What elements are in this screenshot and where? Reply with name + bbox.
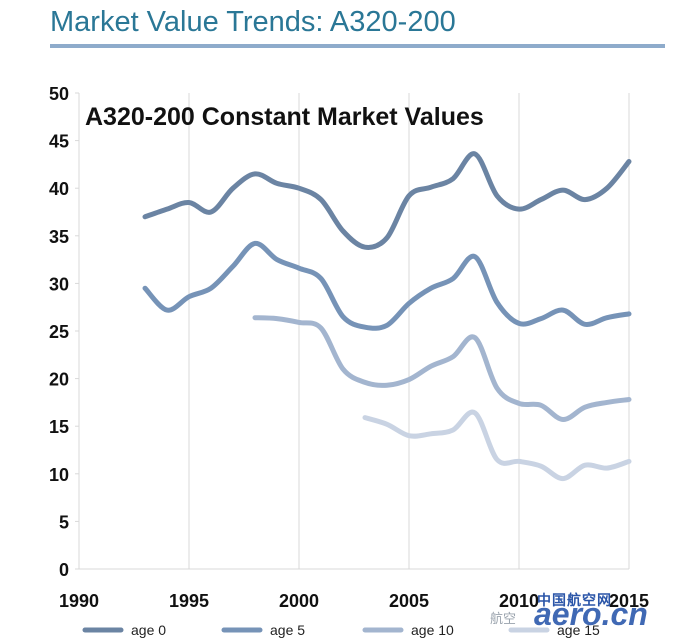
watermark-wechat-text: 航空 [490,612,517,627]
slide-title: Market Value Trends: A320-200 [50,6,456,38]
x-tick-label-1995: 1995 [169,591,209,611]
y-tick-label-40: 40 [49,179,69,199]
x-tick-label-2000: 2000 [279,591,319,611]
label-layer: 0 5 10 15 20 25 30 35 40 45 50 1990 1995 2000 2005 2010… [49,84,649,611]
y-tick-label-50: 50 [49,84,69,104]
y-tick-label-35: 35 [49,227,69,247]
y-tick-label-15: 15 [49,417,69,437]
series-line-age-15 [362,409,632,482]
y-tick-label-45: 45 [49,132,69,152]
x-tick-label-1990: 1990 [59,591,99,611]
legend: age 0 age 5 age 10 age 15 [82,622,600,638]
legend-item-age-10: age 10 [362,622,454,638]
y-tick-label-30: 30 [49,274,69,294]
series-line-age-5 [142,240,632,331]
legend-item-age-15: age 15 [508,622,600,638]
legend-item-age-0: age 0 [82,622,166,638]
grid-layer [78,93,630,569]
chart-title: A320-200 Constant Market Values [85,103,484,131]
legend-label-age-15: age 15 [557,622,600,638]
series-layer [142,151,632,482]
watermark-cn-text: 中国航空网 [537,593,612,609]
y-tick-label-20: 20 [49,370,69,390]
legend-item-age-5: age 5 [221,622,305,638]
legend-label-age-10: age 10 [411,622,454,638]
series-line-age-10 [252,315,632,422]
legend-label-age-5: age 5 [270,622,305,638]
x-tick-label-2015: 2015 [609,591,649,611]
x-tick-label-2010: 2010 [499,591,539,611]
title-rule [50,44,665,48]
y-tick-label-10: 10 [49,465,69,485]
axes-layer [75,92,629,570]
y-tick-label-0: 0 [59,560,69,580]
y-tick-label-5: 5 [59,512,69,532]
x-tick-label-2005: 2005 [389,591,429,611]
watermark-logo: aero.cn [534,596,648,632]
y-tick-label-25: 25 [49,322,69,342]
series-line-age-0 [142,151,632,250]
legend-label-age-0: age 0 [131,622,166,638]
